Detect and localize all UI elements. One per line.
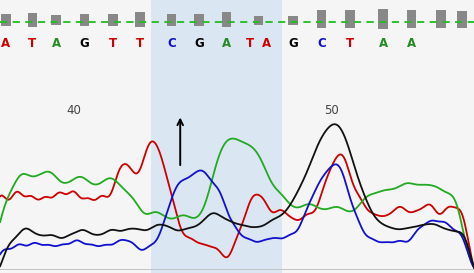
Text: 50: 50: [325, 104, 339, 117]
Text: A: A: [263, 37, 272, 50]
Bar: [51, 16, 61, 25]
Text: C: C: [167, 37, 176, 50]
Text: A: A: [1, 37, 10, 50]
Bar: [135, 12, 145, 27]
Bar: [254, 16, 263, 25]
Bar: [27, 13, 37, 27]
Bar: [222, 12, 231, 27]
Bar: [407, 10, 416, 28]
Text: A: A: [222, 37, 231, 50]
Text: T: T: [346, 37, 354, 50]
Text: T: T: [109, 37, 117, 50]
Text: C: C: [317, 37, 326, 50]
Text: T: T: [246, 37, 254, 50]
Bar: [436, 10, 446, 28]
Text: T: T: [136, 37, 144, 50]
Bar: [167, 14, 176, 26]
Bar: [457, 11, 467, 28]
Bar: [1, 14, 10, 26]
Bar: [108, 14, 118, 26]
Text: T: T: [28, 37, 36, 50]
Bar: [151, 0, 282, 273]
Text: G: G: [194, 37, 204, 50]
Text: A: A: [407, 37, 416, 50]
Bar: [194, 14, 204, 26]
Text: G: G: [80, 37, 90, 50]
Text: A: A: [52, 37, 61, 50]
Bar: [345, 10, 355, 28]
Text: A: A: [378, 37, 388, 50]
Text: 40: 40: [66, 104, 81, 117]
Bar: [80, 14, 89, 26]
Bar: [288, 16, 298, 25]
Bar: [378, 9, 388, 29]
Bar: [317, 10, 326, 28]
Text: G: G: [288, 37, 298, 50]
